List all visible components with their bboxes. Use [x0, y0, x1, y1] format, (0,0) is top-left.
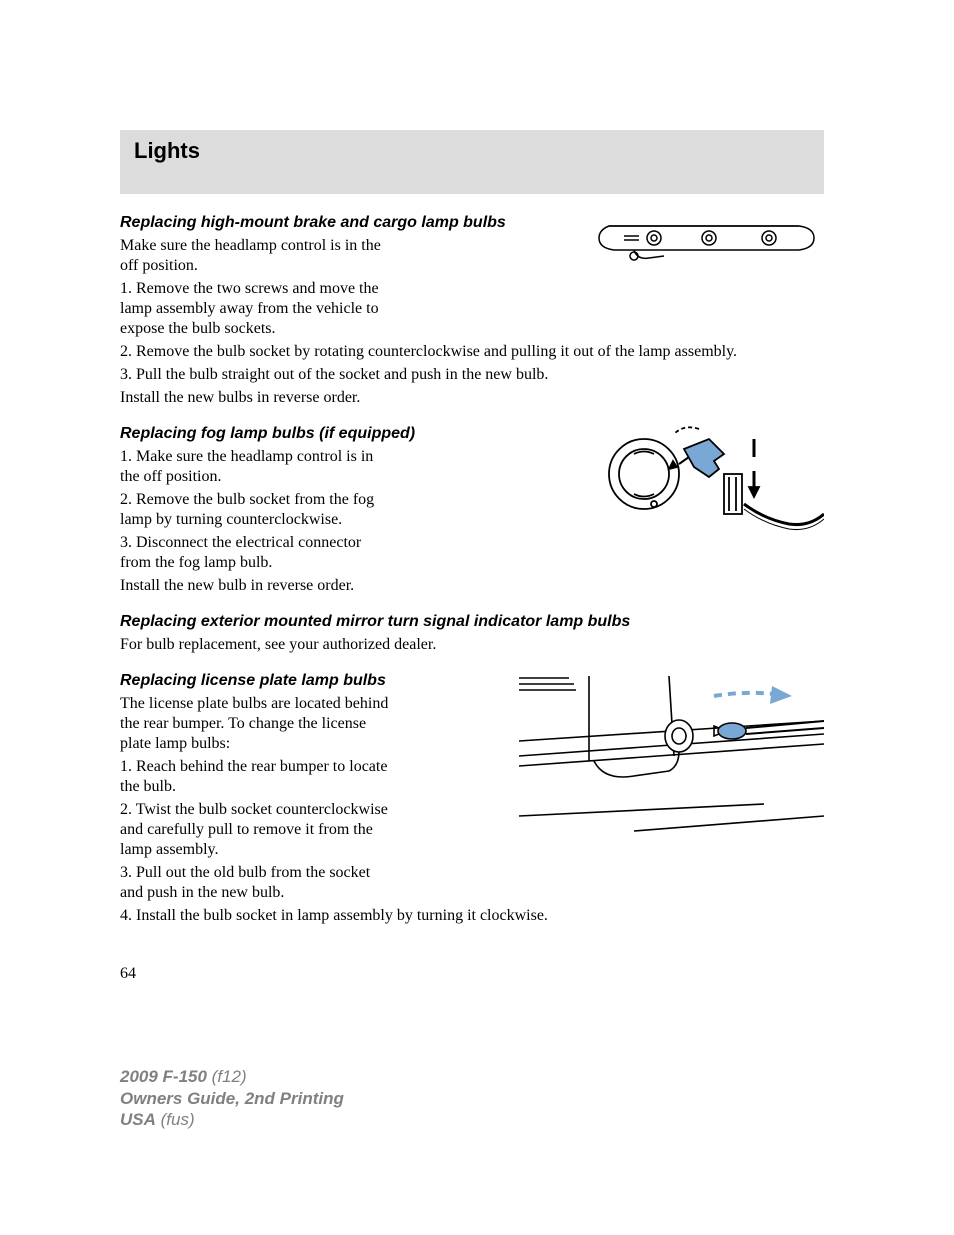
- footer-line-3: USA (fus): [120, 1109, 344, 1130]
- footer: 2009 F-150 (f12) Owners Guide, 2nd Print…: [120, 1066, 344, 1130]
- section-header: Lights: [120, 130, 824, 194]
- body-paragraph: The license plate bulbs are located behi…: [120, 694, 390, 754]
- body-paragraph: Make sure the headlamp control is in the…: [120, 236, 390, 276]
- section-mirror-turn-signal: Replacing exterior mounted mirror turn s…: [120, 607, 824, 658]
- high-mount-brake-lamp-icon: [589, 208, 824, 268]
- body-paragraph: 1. Reach behind the rear bumper to locat…: [120, 757, 390, 797]
- body-paragraph: For bulb replacement, see your authorize…: [120, 635, 824, 655]
- license-plate-lamp-icon: [514, 666, 824, 846]
- section-brake-cargo: Replacing high-mount brake and cargo lam…: [120, 208, 824, 411]
- footer-line-2: Owners Guide, 2nd Printing: [120, 1088, 344, 1109]
- body-paragraph: 1. Make sure the headlamp control is in …: [120, 447, 390, 487]
- body-paragraph: 2. Twist the bulb socket counterclockwis…: [120, 800, 390, 860]
- footer-line-1: 2009 F-150 (f12): [120, 1066, 344, 1087]
- body-paragraph: 3. Pull out the old bulb from the socket…: [120, 863, 390, 903]
- subheading: Replacing exterior mounted mirror turn s…: [120, 613, 824, 631]
- section-license-plate: Replacing license plate lamp bulbs The l…: [120, 666, 824, 929]
- page-number: 64: [120, 965, 824, 983]
- body-paragraph: 3. Disconnect the electrical connector f…: [120, 533, 390, 573]
- body-paragraph: Install the new bulbs in reverse order.: [120, 388, 824, 408]
- body-paragraph: 4. Install the bulb socket in lamp assem…: [120, 906, 824, 926]
- body-paragraph: 1. Remove the two screws and move the la…: [120, 279, 390, 339]
- body-paragraph: 3. Pull the bulb straight out of the soc…: [120, 365, 824, 385]
- fog-lamp-bulb-icon: [589, 419, 824, 554]
- section-fog-lamp: Replacing fog lamp bulbs (if equipped) 1…: [120, 419, 824, 599]
- body-paragraph: Install the new bulb in reverse order.: [120, 576, 824, 596]
- body-paragraph: 2. Remove the bulb socket by rotating co…: [120, 342, 824, 362]
- section-title: Lights: [134, 138, 810, 164]
- body-paragraph: 2. Remove the bulb socket from the fog l…: [120, 490, 390, 530]
